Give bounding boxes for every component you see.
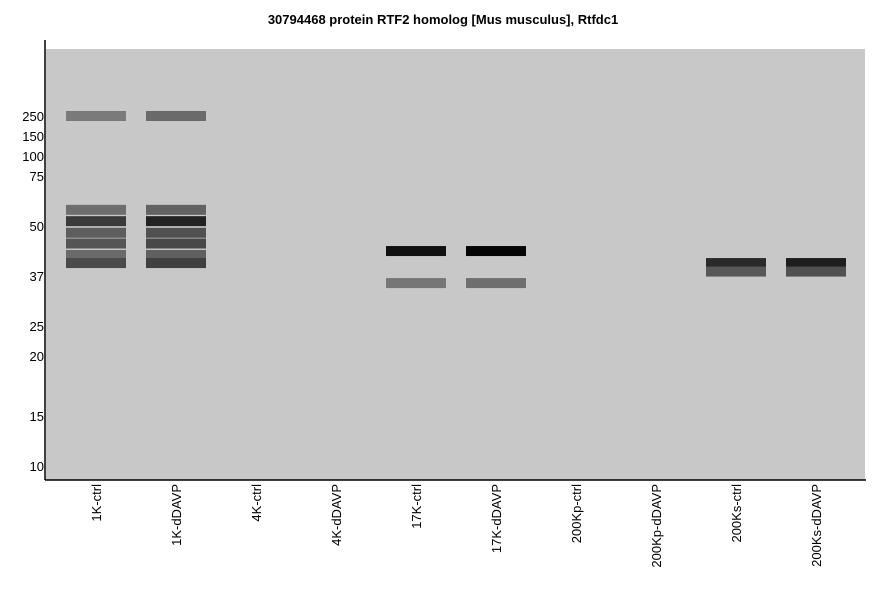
gel-band [386,278,446,289]
lane-label: 4K-ctrl [249,484,264,522]
gel-band [466,278,526,289]
y-tick-label: 100 [22,149,44,164]
gel-band [786,266,846,277]
lane-label: 4K-dDAVP [329,484,344,546]
lane-label: 17K-ctrl [409,484,424,529]
gel-band [146,227,206,238]
gel-band [706,266,766,277]
gel-band [66,227,126,238]
gel-band [66,204,126,215]
y-tick-label: 75 [30,169,44,184]
lane-label: 1K-dDAVP [169,484,184,546]
gel-band [146,216,206,227]
gel-band [786,258,846,269]
lane-label: 200Ks-dDAVP [809,484,824,567]
gel-band [66,258,126,269]
gel-band [146,204,206,215]
gel-band [706,258,766,269]
y-tick-label: 15 [30,409,44,424]
lane-label: 200Kp-ctrl [569,484,584,543]
y-tick-label: 250 [22,109,44,124]
y-tick-label: 10 [30,459,44,474]
gel-band [386,246,446,257]
lane-label: 1K-ctrl [89,484,104,522]
gel-band [146,111,206,121]
y-tick-label: 25 [30,319,44,334]
y-axis-ticks: 250 150 100 75 50 37 25 20 15 10 [22,109,44,474]
lane-label: 200Kp-dDAVP [649,484,664,568]
lane-label: 17K-dDAVP [489,484,504,553]
gel-band [466,246,526,257]
gel-band [146,249,206,260]
gel-band [66,111,126,121]
chart-title: 30794468 protein RTF2 homolog [Mus muscu… [268,12,618,27]
y-tick-label: 150 [22,129,44,144]
y-tick-label: 20 [30,349,44,364]
bands-layer [66,111,846,289]
lane-labels: 1K-ctrl 1K-dDAVP 4K-ctrl 4K-dDAVP 17K-ctrl 17… [89,484,824,568]
gel-band [66,249,126,260]
y-tick-label: 50 [30,219,44,234]
gel-band [146,258,206,269]
y-tick-label: 37 [30,269,44,284]
gel-band [146,238,206,249]
gel-band [66,238,126,249]
lane-label: 200Ks-ctrl [729,484,744,543]
gel-band [66,216,126,227]
